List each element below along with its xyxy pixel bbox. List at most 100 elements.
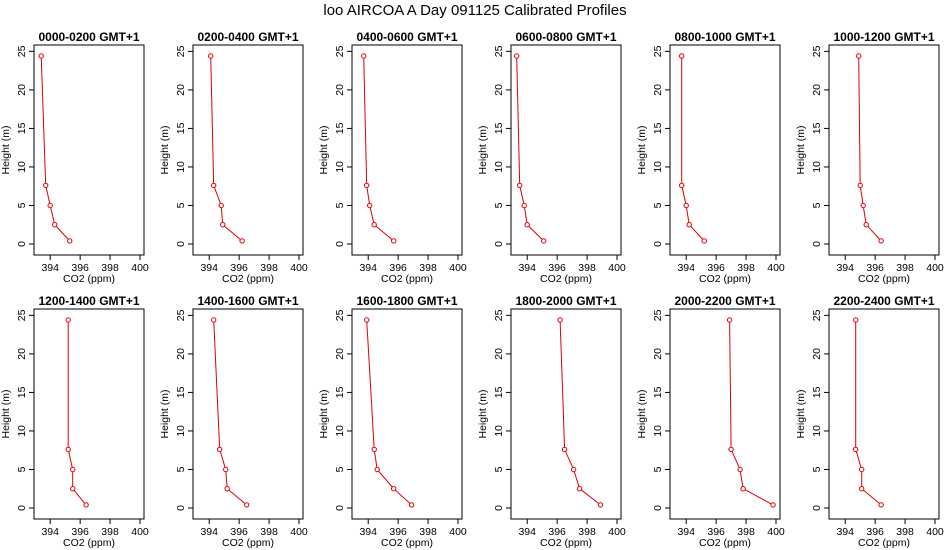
plot-frame [351,44,463,256]
x-tick-label: 396 [71,526,89,538]
profile-point [521,202,527,209]
y-tick-label: 10 [493,161,505,173]
profile-point [686,222,692,228]
plot-frame [510,308,622,520]
x-axis-label: CO2 (ppm) [699,537,751,549]
profile-point [770,502,776,508]
panel-10: 1800-2000 GMT+1 394 396 398 400 0 5 10 15 20 25 CO2… [477,294,626,549]
y-tick-label: 10 [16,425,28,437]
x-tick-label: 394 [836,526,854,538]
profile-point [211,182,217,189]
profile-point [853,446,859,453]
x-tick-label: 396 [230,262,248,274]
x-tick-label: 396 [389,262,407,274]
y-tick-label: 5 [334,202,346,208]
profile-line [855,320,882,506]
profile-point [683,202,689,209]
profile-point [524,222,530,228]
panel-8: 1400-1600 GMT+1 394 396 398 400 0 5 10 15 20 25 CO2… [159,294,308,549]
y-tick-label: 20 [175,84,187,96]
x-tick-label: 394 [836,262,854,274]
y-tick-label: 0 [16,505,28,511]
profile-point [47,202,53,209]
y-tick-label: 5 [175,202,187,208]
plot-frame [33,308,145,520]
x-tick-label: 400 [926,262,944,274]
y-tick-label: 20 [334,84,346,96]
panel-4: 0600-0800 GMT+1 394 396 398 400 0 5 10 15 20 25 CO2… [477,30,626,285]
profile-point [701,238,707,244]
profile-line [516,55,545,242]
y-tick-label: 20 [652,84,664,96]
y-tick-label: 10 [811,425,823,437]
y-tick-label: 5 [652,466,664,472]
x-tick-label: 396 [548,526,566,538]
y-tick-label: 25 [334,309,346,321]
x-tick-label: 398 [260,526,278,538]
y-tick-label: 25 [493,45,505,57]
y-axis-label: Height (m) [795,125,807,174]
profile-point [65,446,71,453]
y-tick-label: 0 [334,241,346,247]
profile-point [364,317,370,323]
y-axis-label: Height (m) [159,389,171,438]
y-tick-label: 0 [175,505,187,511]
x-tick-label: 398 [737,262,755,274]
y-axis-label: Height (m) [636,389,648,438]
y-tick-label: 25 [16,45,28,57]
plot-frame [351,308,463,520]
y-tick-label: 5 [652,202,664,208]
y-tick-label: 0 [16,241,28,247]
profile-point [38,53,44,59]
profile-line [858,55,882,242]
x-axis-label: CO2 (ppm) [63,273,115,285]
y-tick-label: 0 [652,241,664,247]
profile-line [363,55,395,242]
y-tick-label: 15 [175,386,187,398]
x-tick-label: 400 [131,526,149,538]
y-tick-label: 25 [175,309,187,321]
profile-line [366,319,412,506]
x-tick-label: 398 [896,262,914,274]
x-tick-label: 394 [518,526,536,538]
panel-1: 0000-0200 GMT+1 394 396 398 400 0 5 10 15 20 25 CO2… [0,30,149,285]
panel-title: 1400-1600 GMT+1 [197,294,298,308]
x-axis-label: CO2 (ppm) [858,537,910,549]
x-tick-label: 394 [677,526,695,538]
panel-5: 0800-1000 GMT+1 394 396 398 400 0 5 10 15 20 25 CO2… [636,30,785,285]
x-tick-label: 400 [290,526,308,538]
profile-line [210,55,243,242]
profile-point [371,222,377,228]
x-axis-label: CO2 (ppm) [540,537,592,549]
profile-point [391,486,397,492]
profile-point [570,466,577,473]
profile-point [211,317,217,323]
profile-point [878,238,884,244]
x-tick-label: 394 [677,262,695,274]
profile-point [367,202,373,209]
profile-point [224,486,230,492]
x-axis-label: CO2 (ppm) [858,273,910,285]
y-tick-label: 5 [175,466,187,472]
profile-line [40,55,71,242]
y-tick-label: 15 [652,386,664,398]
y-tick-label: 15 [811,386,823,398]
y-axis-label: Height (m) [318,125,330,174]
panel-title: 1200-1400 GMT+1 [38,294,139,308]
x-tick-label: 394 [518,262,536,274]
x-tick-label: 394 [359,262,377,274]
y-tick-label: 10 [175,161,187,173]
plot-frame [669,308,781,520]
x-tick-label: 398 [578,526,596,538]
x-tick-label: 396 [866,262,884,274]
x-tick-label: 400 [608,526,626,538]
y-tick-label: 5 [16,202,28,208]
panel-title: 1600-1800 GMT+1 [356,294,457,308]
y-tick-label: 25 [334,45,346,57]
x-tick-label: 400 [131,262,149,274]
panel-12: 2200-2400 GMT+1 394 396 398 400 0 5 10 15 20 25 CO2… [795,294,944,549]
y-axis-label: Height (m) [636,125,648,174]
panel-title: 1800-2000 GMT+1 [515,294,616,308]
profile-point [859,466,865,473]
panel-6: 1000-1200 GMT+1 394 396 398 400 0 5 10 15 20 25 CO2… [795,30,944,285]
